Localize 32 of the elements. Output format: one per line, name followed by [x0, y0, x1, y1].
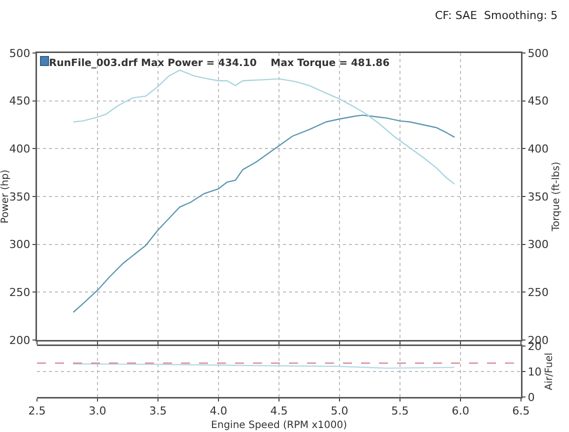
y2-tick-label: 0 — [528, 390, 535, 404]
text: CF: SAE Smoothing: 5 — [435, 9, 558, 22]
x-tick-label: 5.0 — [330, 404, 348, 418]
y2-tick-label: 300 — [528, 238, 549, 252]
y-tick-label: 200 — [9, 334, 30, 347]
y-tick-label: 400 — [9, 142, 30, 156]
x-tick-label: 5.5 — [391, 404, 409, 418]
annotation: RunFile_003.drf Max Power = 434.10 Max Torque = 481.86 — [49, 58, 390, 69]
y-tick-label: 250 — [9, 286, 30, 300]
y2-axis-title: Air/Fuel — [544, 352, 555, 390]
x-tick-label: 4.5 — [270, 404, 288, 418]
y-tick-label: 300 — [9, 238, 30, 252]
y2-tick-label: 350 — [528, 190, 549, 204]
x-tick-label: 6.0 — [452, 404, 470, 418]
line-series — [72, 70, 456, 185]
y2-tick-label: 250 — [528, 286, 549, 300]
y-tick-label: 350 — [9, 190, 30, 204]
line-series — [72, 114, 456, 313]
y2-tick-label: 400 — [528, 142, 549, 156]
x-tick-label: 4.0 — [210, 404, 228, 418]
y2-tick-label: 500 — [528, 46, 549, 60]
y-tick-label: 500 — [9, 46, 30, 60]
x-tick-label: 6.5 — [512, 404, 530, 418]
y-axis-title: Power (hp) — [0, 169, 11, 224]
x-tick-label: 2.5 — [28, 404, 46, 418]
y2-tick-label: 450 — [528, 94, 549, 108]
y2-tick-label: 10 — [528, 365, 542, 378]
x-tick-label: 3.0 — [88, 404, 106, 418]
x-axis-title: Engine Speed (RPM x1000) — [211, 420, 348, 431]
y-tick-label: 450 — [9, 94, 30, 108]
y2-axis-title: Torque (ft-lbs) — [550, 162, 562, 232]
x-tick-label: 3.5 — [149, 404, 167, 418]
